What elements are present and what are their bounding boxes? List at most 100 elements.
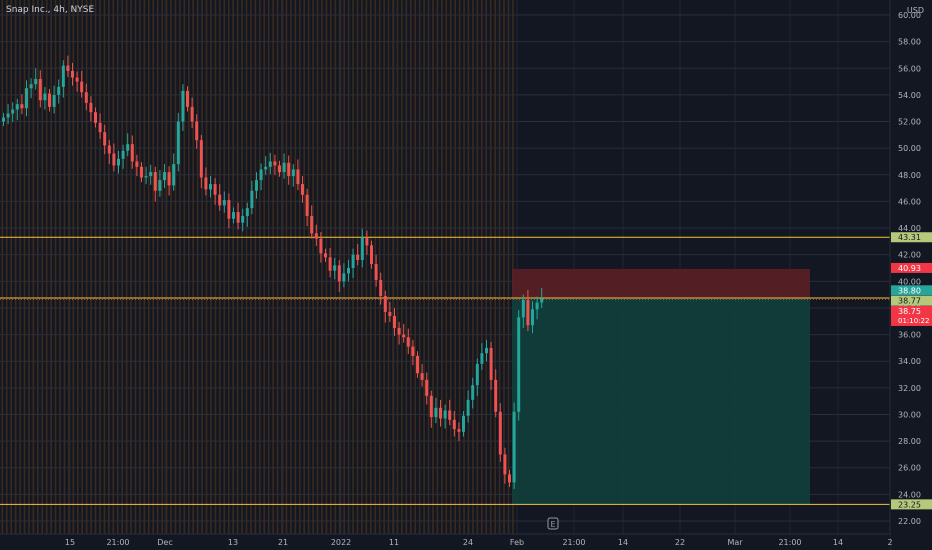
session-stripe <box>485 0 488 534</box>
candle <box>365 237 369 246</box>
session-stripe <box>401 0 403 534</box>
session-stripe <box>134 0 137 534</box>
x-tick-label: 21 <box>278 538 288 547</box>
y-tick-label: 50.00 <box>898 144 921 153</box>
session-stripe <box>236 0 239 534</box>
candle <box>25 88 28 109</box>
candle <box>98 122 102 133</box>
candle <box>356 254 360 261</box>
candle <box>429 395 433 418</box>
candle <box>535 302 539 310</box>
session-stripe <box>1 0 4 534</box>
candle <box>416 355 419 374</box>
session-stripe <box>290 0 292 534</box>
y-tick-label: 52.00 <box>898 118 921 127</box>
session-stripe <box>441 0 443 534</box>
session-stripe <box>449 0 452 534</box>
resistance-price-tag: 43.31 <box>898 233 921 242</box>
candle <box>287 162 291 177</box>
candle <box>52 94 56 107</box>
session-stripe <box>103 0 106 534</box>
candle <box>517 317 521 412</box>
x-tick-label: 13 <box>228 538 238 547</box>
candle <box>374 264 378 280</box>
session-stripe <box>94 0 97 534</box>
session-stripe <box>219 0 221 534</box>
candle <box>48 93 51 107</box>
y-tick-label: 32.00 <box>898 384 921 393</box>
candle <box>38 78 42 101</box>
currency-label: USD <box>906 6 924 15</box>
candle <box>20 104 24 109</box>
candle <box>319 238 323 254</box>
candle <box>342 273 346 282</box>
session-stripe <box>503 0 505 534</box>
candle <box>379 279 383 296</box>
session-stripe <box>205 0 208 534</box>
session-stripe <box>63 0 66 534</box>
candle <box>190 106 194 122</box>
session-stripe <box>245 0 248 534</box>
session-stripe <box>427 0 430 534</box>
candle <box>388 311 392 316</box>
y-tick-label: 60.00 <box>898 11 921 20</box>
session-stripe <box>463 0 465 534</box>
x-tick-label: 21:00 <box>562 538 585 547</box>
candle <box>245 208 249 217</box>
candle <box>351 254 355 268</box>
candle <box>66 65 70 71</box>
session-stripe <box>432 0 434 534</box>
session-stripe <box>489 0 492 534</box>
x-tick-label: 22 <box>675 538 685 547</box>
session-stripe <box>37 0 39 534</box>
candle <box>333 265 337 271</box>
session-stripe <box>250 0 252 534</box>
support-price-tag-bg <box>891 499 932 510</box>
session-stripe <box>409 0 412 534</box>
session-stripe <box>112 0 115 534</box>
session-stripe <box>179 0 181 534</box>
session-stripe <box>45 0 48 534</box>
candle <box>176 121 180 165</box>
candle <box>512 411 516 483</box>
candle <box>485 347 488 354</box>
earnings-marker-label: E <box>550 520 555 529</box>
x-tick-label: 2022 <box>331 538 351 547</box>
candle <box>448 410 452 420</box>
session-stripe <box>121 0 123 534</box>
symbol-legend[interactable]: Snap Inc., 4h, NYSE <box>6 5 95 15</box>
candle <box>268 161 272 167</box>
candle <box>273 161 277 166</box>
session-stripe <box>241 0 243 534</box>
candle <box>466 399 470 416</box>
countdown-label: 01:10:22 <box>898 317 929 325</box>
y-tick-label: 44.00 <box>898 224 921 233</box>
candle <box>521 299 525 318</box>
session-stripe <box>143 0 146 534</box>
candle <box>236 212 240 223</box>
session-stripe <box>139 0 141 534</box>
candle <box>305 194 309 217</box>
y-tick-label: 28.00 <box>898 437 921 446</box>
y-tick-label: 30.00 <box>898 410 921 419</box>
session-stripe <box>259 0 261 534</box>
candle <box>347 268 350 274</box>
session-stripe <box>59 0 61 534</box>
candle <box>282 162 286 173</box>
candle <box>526 299 530 326</box>
session-stripe <box>183 0 186 534</box>
candle <box>314 233 318 239</box>
candle <box>462 415 465 432</box>
candle <box>328 257 332 271</box>
candle <box>232 212 235 219</box>
session-stripe <box>41 0 44 534</box>
upper-price-tag-bg <box>891 285 932 296</box>
candle <box>301 184 304 195</box>
candle <box>278 165 281 173</box>
session-stripe <box>396 0 399 534</box>
session-stripe <box>28 0 30 534</box>
session-stripe <box>370 0 372 534</box>
session-stripe <box>481 0 483 534</box>
